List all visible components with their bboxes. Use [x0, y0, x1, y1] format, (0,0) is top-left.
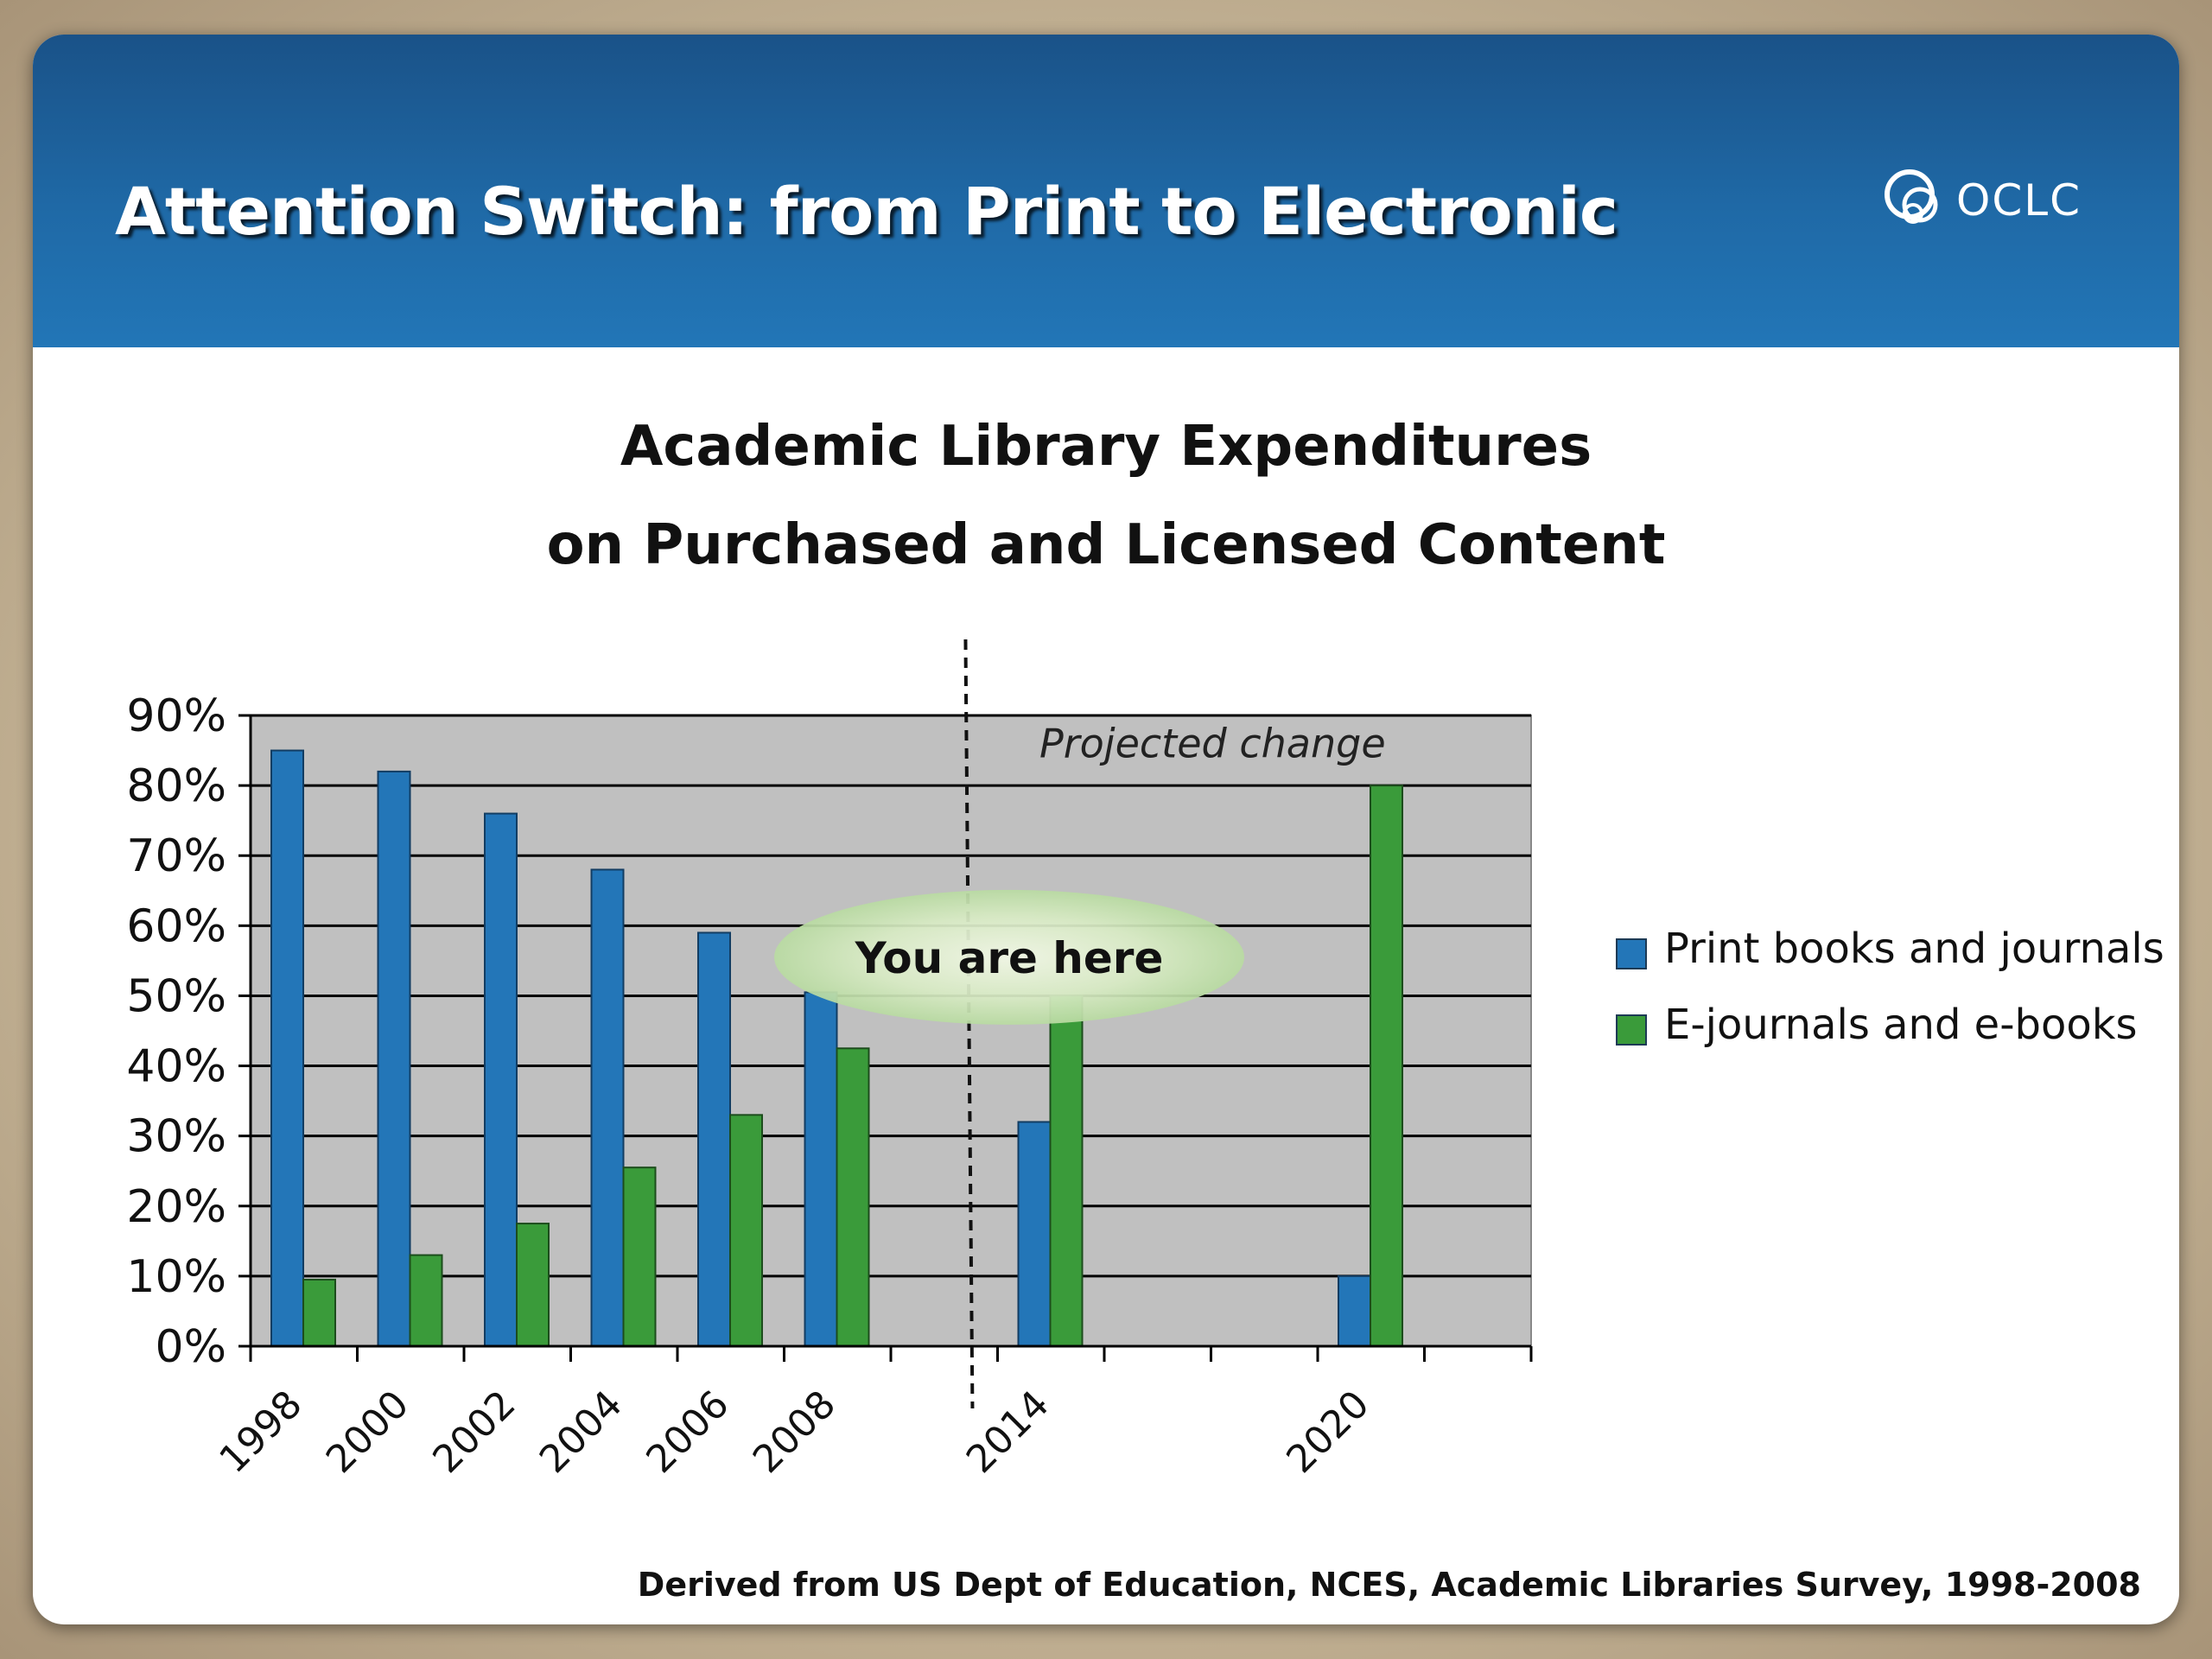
- projection-divider-line: [963, 639, 975, 1409]
- bars: [270, 749, 1403, 1348]
- chart-title-line-1: Academic Library Expenditures: [620, 415, 1592, 479]
- bar-electronic: [1049, 995, 1084, 1347]
- x-tick-label: 2008: [745, 1382, 844, 1482]
- bar-electronic: [1370, 785, 1403, 1347]
- y-tick-label: 80%: [126, 760, 226, 812]
- bar-electronic: [302, 1278, 336, 1348]
- source-note: Derived from US Dept of Education, NCES,…: [637, 1566, 2141, 1604]
- bar-print: [1017, 1121, 1052, 1347]
- x-tick-label: 1998: [211, 1382, 310, 1482]
- x-axis-labels: 1998 2000 2002 2004 2006 2008 2014 2020: [211, 1382, 1377, 1482]
- legend-label-electronic: E-journals and e-books: [1664, 1001, 2138, 1049]
- oclc-logo-icon: [1885, 169, 1938, 224]
- slide: Attention Switch: from Print to Electron…: [33, 35, 2179, 1624]
- y-tick-label: 50%: [126, 970, 226, 1022]
- you-are-here-callout: [774, 889, 1244, 1025]
- bar-electronic: [836, 1047, 870, 1348]
- axes: [238, 714, 1533, 1362]
- bar-electronic: [516, 1223, 550, 1347]
- bar-electronic: [622, 1166, 657, 1347]
- logo-text: OCLC: [1956, 175, 2082, 226]
- bar-print: [590, 868, 625, 1347]
- legend-label-print: Print books and journals: [1664, 925, 2164, 973]
- chart-title: Academic Library Expenditures on Purchas…: [33, 397, 2179, 594]
- x-tick-label: 2004: [531, 1382, 631, 1482]
- x-tick-label: 2014: [958, 1382, 1058, 1482]
- y-tick-label: 10%: [126, 1251, 226, 1303]
- bar-print: [697, 931, 731, 1347]
- plot-area: [250, 715, 1532, 1347]
- y-tick-label: 30%: [126, 1111, 226, 1163]
- bar-print: [804, 991, 838, 1348]
- x-tick-label: 2000: [318, 1382, 417, 1482]
- y-tick-label: 70%: [126, 830, 226, 882]
- y-tick-label: 40%: [126, 1041, 226, 1093]
- projected-change-label: Projected change: [1039, 720, 1386, 766]
- bar-chart: 0%10%20%30%40%50%60%70%80%90% 1998 2000 20…: [126, 639, 1533, 1482]
- y-axis-labels: 0% 10% 20% 30% 40% 50% 60% 70% 80% 90%: [126, 690, 226, 1373]
- y-tick-label: 20%: [126, 1181, 226, 1233]
- y-tick-label: 0%: [156, 1321, 227, 1373]
- bar-print: [377, 770, 411, 1347]
- bar-print: [484, 812, 518, 1347]
- x-tick-label: 2002: [424, 1382, 524, 1482]
- legend-swatch-electronic: [1616, 1014, 1647, 1046]
- oclc-logo: OCLC: [1882, 160, 2124, 238]
- you-are-here-label: You are here: [855, 933, 1164, 983]
- slide-title: Attention Switch: from Print to Electron…: [115, 173, 1618, 250]
- bar-print: [270, 749, 304, 1347]
- y-tick-label: 90%: [126, 690, 226, 742]
- legend-swatch-print: [1616, 938, 1647, 969]
- bar-electronic: [729, 1114, 763, 1348]
- title-banner: Attention Switch: from Print to Electron…: [33, 35, 2179, 347]
- y-tick-label: 60%: [126, 900, 226, 952]
- x-tick-label: 2006: [638, 1382, 737, 1482]
- bar-print: [1338, 1274, 1371, 1348]
- x-tick-label: 2020: [1278, 1382, 1377, 1482]
- chart-title-line-2: on Purchased and Licensed Content: [546, 513, 1666, 577]
- bar-electronic: [409, 1254, 443, 1347]
